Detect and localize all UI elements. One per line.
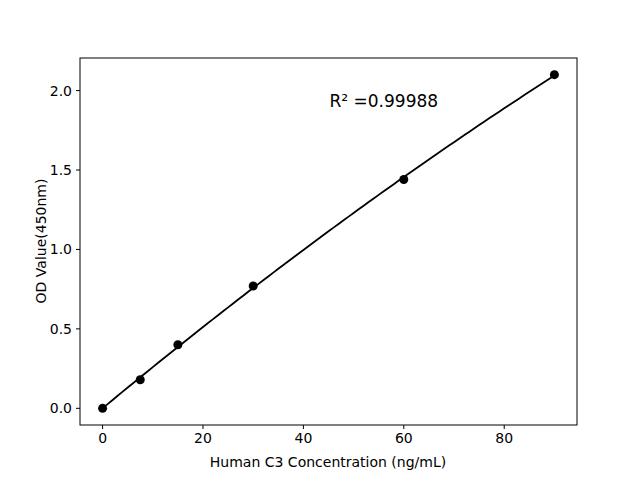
x-tick-label: 80	[495, 430, 513, 446]
plot-border	[80, 58, 577, 425]
x-axis-label: Human C3 Concentration (ng/mL)	[210, 454, 446, 470]
r-squared-annotation: R² =0.99988	[330, 91, 439, 111]
y-axis-label: OD Value(450nm)	[33, 179, 49, 304]
data-point	[136, 375, 145, 384]
data-point	[399, 175, 408, 184]
fit-line	[103, 76, 555, 409]
data-point	[173, 340, 182, 349]
y-tick-label: 2.0	[50, 83, 72, 99]
y-tick-label: 1.5	[50, 162, 72, 178]
chart-figure: 0 20 40 60 80 0.0 0.5 1.0 1.5 2.0 Human C3 Concen…	[0, 0, 640, 480]
y-tick-label: 0.5	[50, 321, 72, 337]
x-tick-label: 0	[98, 430, 107, 446]
x-tick-label: 40	[294, 430, 312, 446]
data-point	[98, 404, 107, 413]
standard-curve-plot: 0 20 40 60 80 0.0 0.5 1.0 1.5 2.0 Human C3 Concen…	[0, 0, 640, 480]
data-point	[249, 281, 258, 290]
y-tick-label: 1.0	[50, 241, 72, 257]
data-point	[550, 70, 559, 79]
x-tick-label: 60	[395, 430, 413, 446]
x-tick-label: 20	[194, 430, 212, 446]
y-tick-label: 0.0	[50, 400, 72, 416]
plot-generated-layer: 0 20 40 60 80 0.0 0.5 1.0 1.5 2.0	[50, 58, 577, 446]
